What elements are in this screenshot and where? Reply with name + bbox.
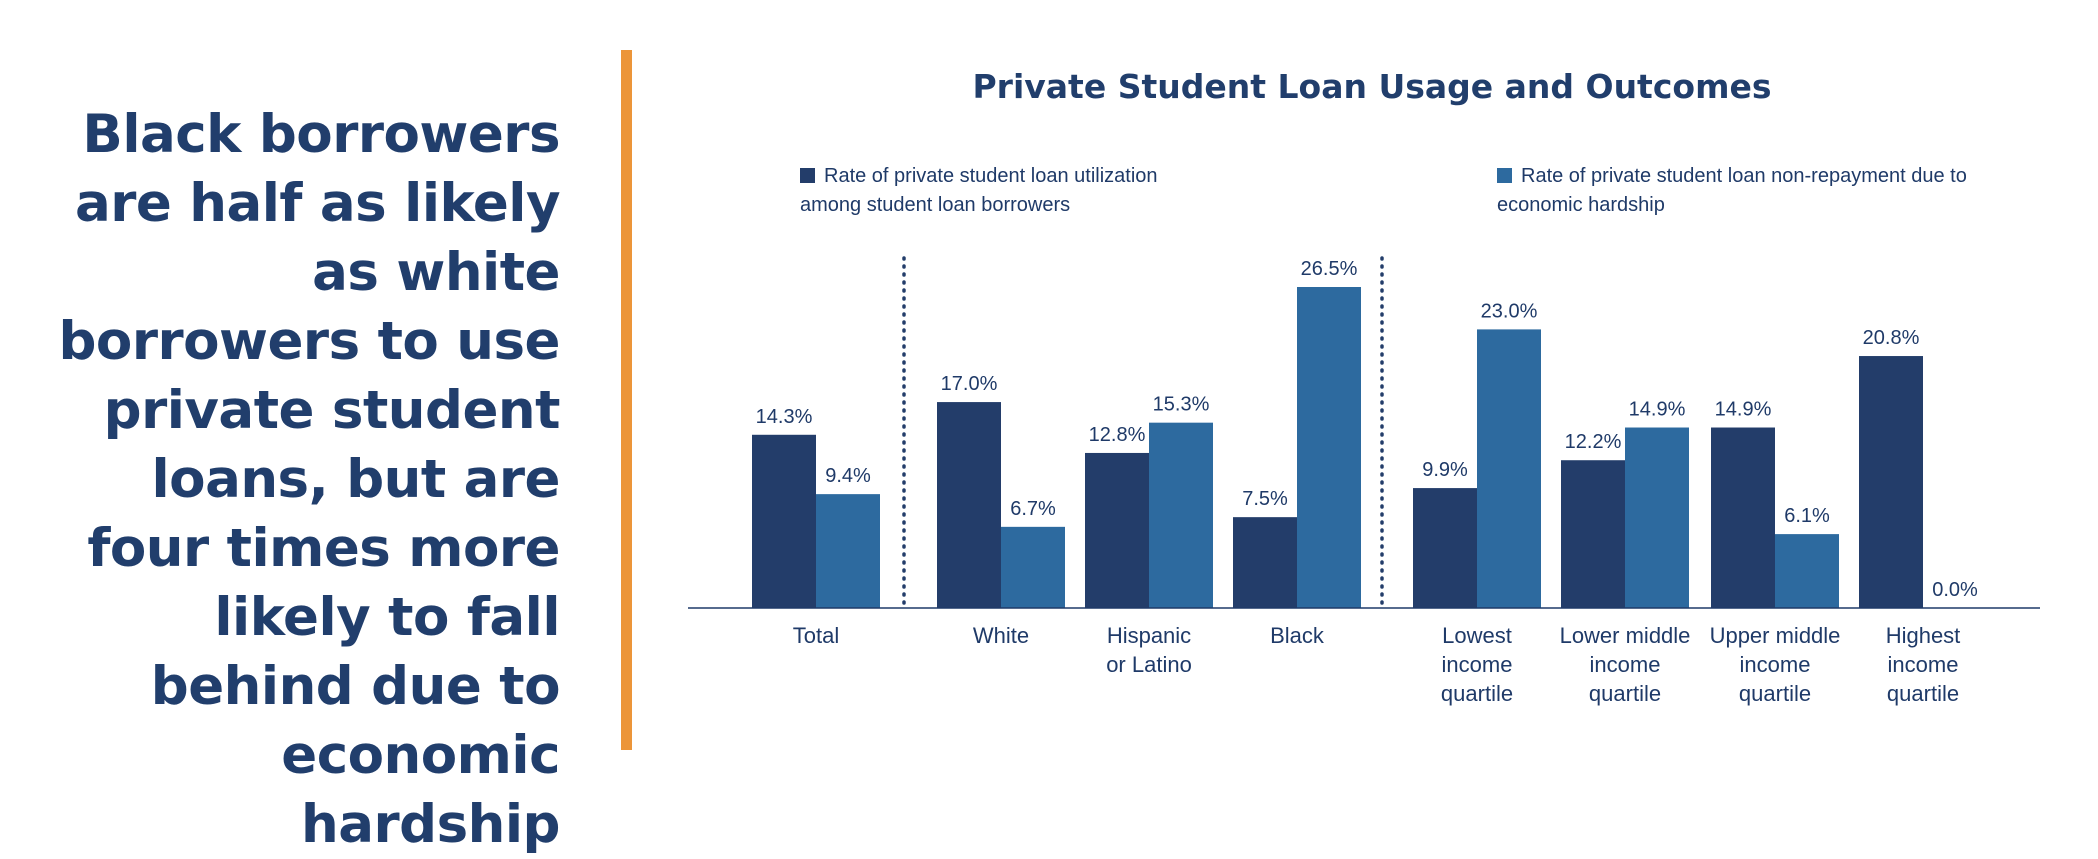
x-axis-labels: Total White Hispanic or Latino Black Lowest in… [793, 623, 1961, 706]
legend-label-2: economic hardship [1497, 194, 1665, 216]
bar-utilization [1085, 452, 1149, 608]
data-label: 7.5% [1242, 488, 1288, 510]
data-label: 17.0% [941, 373, 998, 395]
x-tick-label: income [1590, 652, 1661, 677]
data-label: 14.9% [1715, 399, 1772, 421]
x-tick-label: Lower middle [1560, 623, 1691, 648]
data-label: 6.7% [1010, 498, 1056, 520]
bar-utilization [752, 434, 816, 608]
data-label: 9.4% [825, 465, 871, 487]
bar-utilization [1561, 460, 1625, 608]
bar-non-repayment [1477, 329, 1541, 608]
legend-label-2: Rate of private student loan non-repayme… [1521, 165, 1967, 187]
data-label: 12.2% [1565, 431, 1622, 453]
bar-non-repayment [1149, 422, 1213, 608]
chart-title: Private Student Loan Usage and Outcomes [973, 67, 1772, 106]
accent-divider [621, 50, 632, 750]
data-label: 14.9% [1629, 399, 1686, 421]
data-label: 20.8% [1863, 327, 1920, 349]
legend-label-1: Rate of private student loan utilization [824, 165, 1158, 187]
x-tick-label: Total [793, 623, 839, 648]
bar-utilization [1711, 427, 1775, 608]
data-label: 23.0% [1481, 300, 1538, 322]
data-label: 15.3% [1153, 394, 1210, 416]
bar-utilization [1413, 488, 1477, 608]
bar-non-repayment [816, 494, 880, 608]
x-tick-label: Lowest [1442, 623, 1512, 648]
chart-legend: Rate of private student loan utilization… [800, 165, 1967, 216]
bar-utilization [937, 402, 1001, 608]
bars: 14.3% 9.4% 17.0% 6.7% 12.8% 15.3% 7.5% 26.5% 9.9… [752, 258, 1978, 608]
x-tick-label: income [1888, 652, 1959, 677]
data-label: 14.3% [756, 406, 813, 428]
bar-non-repayment [1775, 534, 1839, 608]
x-tick-label: quartile [1887, 681, 1959, 706]
x-tick-label: income [1740, 652, 1811, 677]
data-label: 9.9% [1422, 459, 1468, 481]
bar-non-repayment [1297, 287, 1361, 608]
bar-utilization [1859, 356, 1923, 608]
data-label: 6.1% [1784, 505, 1830, 527]
x-tick-label: Black [1270, 623, 1325, 648]
bar-non-repayment [1625, 427, 1689, 608]
x-tick-label: White [973, 623, 1029, 648]
legend-swatch-1 [800, 168, 815, 183]
data-label: 12.8% [1089, 424, 1146, 446]
x-tick-label: Highest [1886, 623, 1961, 648]
bar-chart: Private Student Loan Usage and Outcomes … [688, 67, 2040, 706]
legend-swatch-2 [1497, 168, 1512, 183]
x-tick-label: quartile [1441, 681, 1513, 706]
x-tick-label: income [1442, 652, 1513, 677]
x-tick-label: quartile [1589, 681, 1661, 706]
x-tick-label: quartile [1739, 681, 1811, 706]
legend-label-1: among student loan borrowers [800, 194, 1070, 216]
headline: Black borrowers are half as likely as wh… [58, 104, 560, 855]
x-tick-label: Upper middle [1710, 623, 1841, 648]
group-separators [902, 256, 1384, 610]
data-label: 26.5% [1301, 258, 1358, 280]
x-tick-label: Hispanic [1107, 623, 1191, 648]
bar-non-repayment [1001, 526, 1065, 608]
data-label: 0.0% [1932, 579, 1978, 601]
bar-utilization [1233, 517, 1297, 608]
x-tick-label: or Latino [1106, 652, 1192, 677]
